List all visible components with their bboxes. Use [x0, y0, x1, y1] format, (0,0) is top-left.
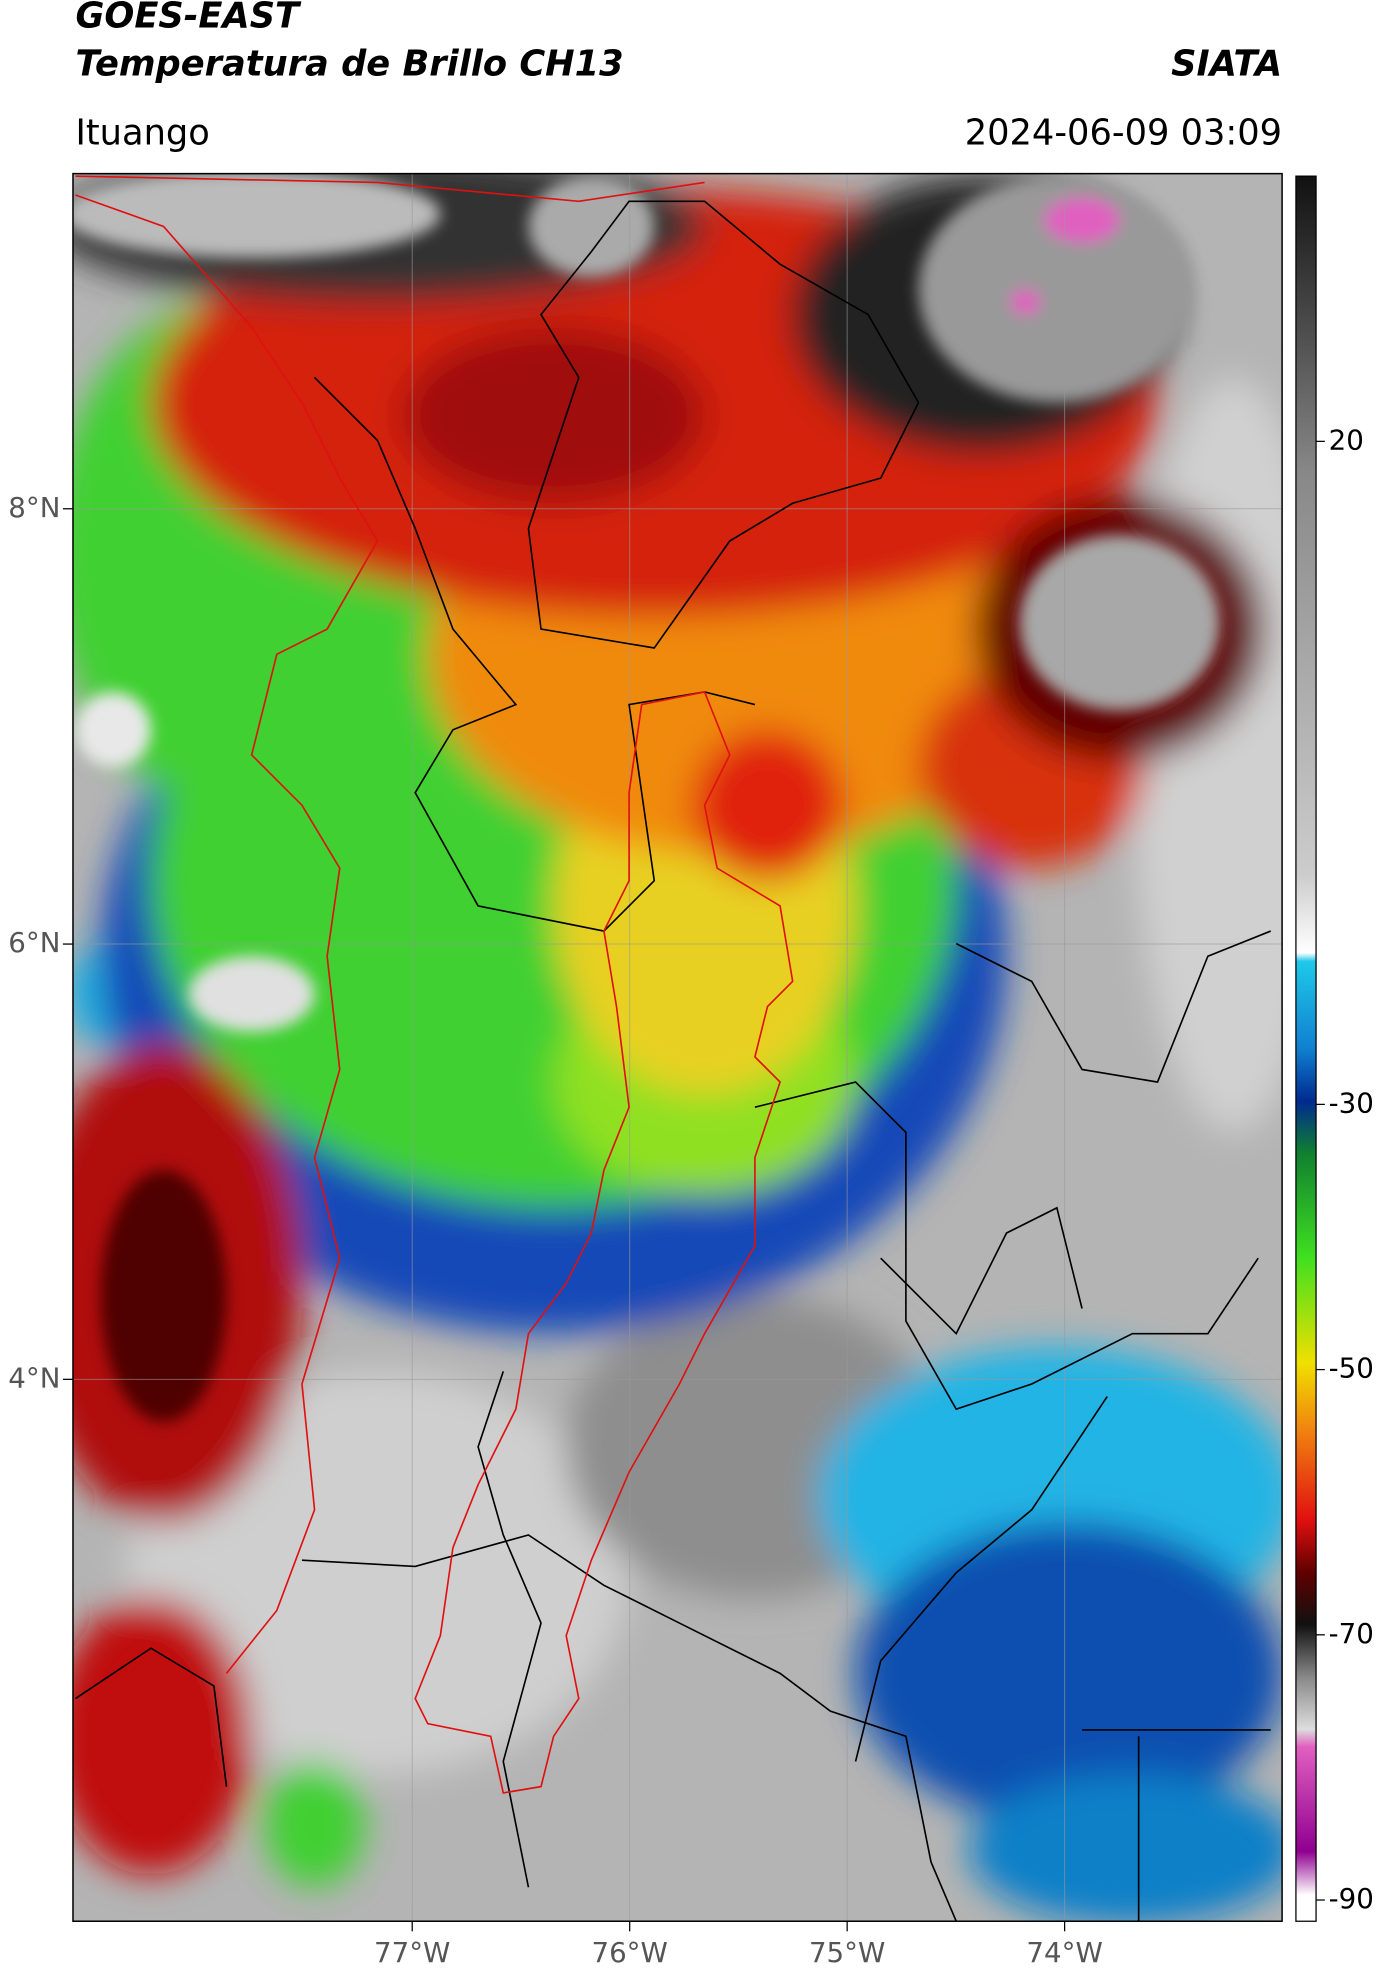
x-tick-label: 77°W — [374, 1936, 450, 1969]
colorbar-tick-label: -70 — [1329, 1617, 1374, 1650]
colorbar — [1295, 175, 1317, 1922]
source: SIATA — [1171, 43, 1282, 84]
graticule — [72, 173, 1283, 1922]
y-tick-label: 8°N — [8, 491, 60, 524]
x-tick-label: 74°W — [1026, 1936, 1102, 1969]
satellite-image — [72, 173, 1283, 1922]
map-frame — [72, 172, 1283, 1922]
x-tick-label: 75°W — [809, 1936, 885, 1969]
colorbar-tick-label: -50 — [1329, 1352, 1374, 1385]
title: GOES-EAST — [75, 0, 302, 37]
colorbar-tick-label: 20 — [1329, 423, 1364, 456]
location: Ituango — [75, 113, 209, 154]
x-tick-label: 76°W — [592, 1936, 668, 1969]
borders — [75, 175, 1272, 1922]
colorbar-tick-label: -30 — [1329, 1086, 1374, 1119]
y-tick-label: 4°N — [8, 1361, 60, 1394]
y-tick-label: 6°N — [8, 926, 60, 959]
colorbar-tick-label: -90 — [1329, 1882, 1374, 1915]
subtitle: Temperatura de Brillo CH13 — [75, 43, 623, 84]
datetime: 2024-06-09 03:09 — [965, 113, 1282, 154]
